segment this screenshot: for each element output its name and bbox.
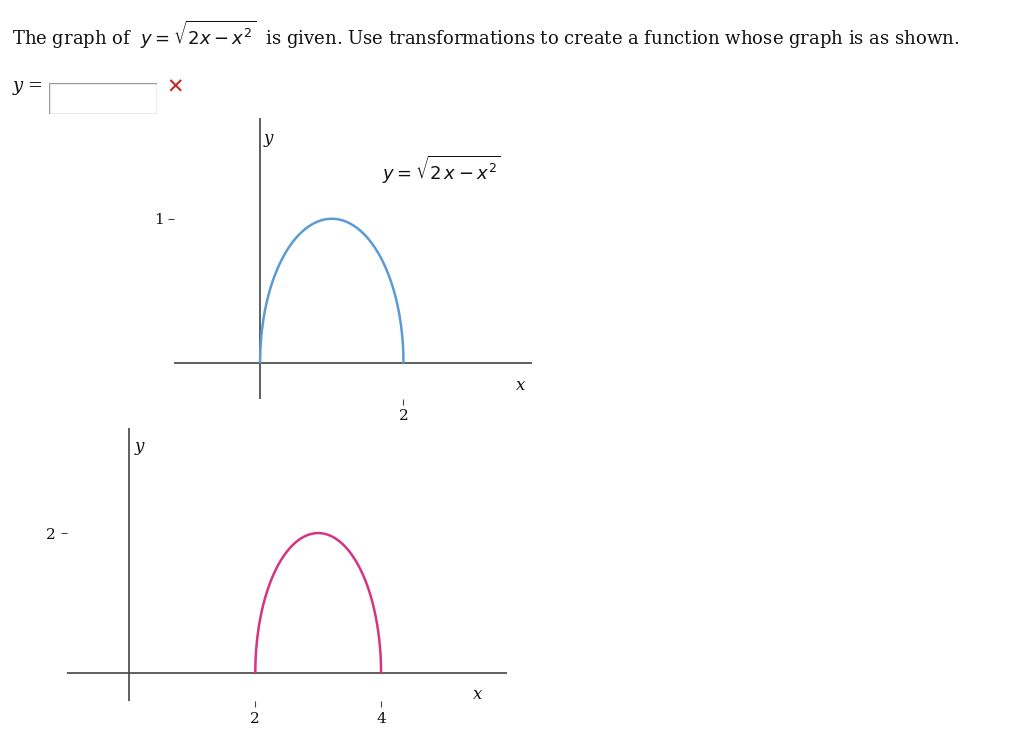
Text: $y = \sqrt{2\,x - x^2}$: $y = \sqrt{2\,x - x^2}$ [382,154,501,186]
FancyBboxPatch shape [49,83,157,114]
Text: y =: y = [12,77,43,95]
Text: y: y [264,131,273,148]
Text: ✕: ✕ [166,77,183,97]
Text: The graph of  $y = \sqrt{2x - x^2}$  is given. Use transformations to create a f: The graph of $y = \sqrt{2x - x^2}$ is gi… [12,18,959,50]
Text: x: x [473,686,482,703]
Text: y: y [134,438,143,455]
Text: x: x [516,377,525,394]
